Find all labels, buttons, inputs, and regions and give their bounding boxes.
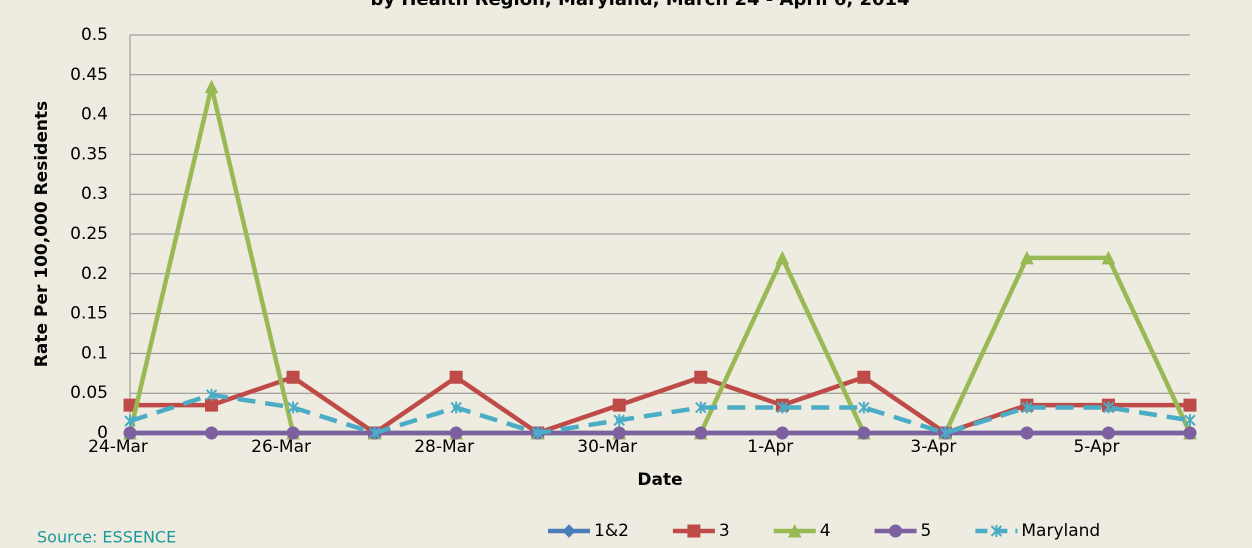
- data-point: [857, 370, 871, 384]
- data-point: [449, 370, 463, 384]
- data-point: [1020, 426, 1034, 440]
- x-tick-label: 3-Apr: [910, 437, 956, 457]
- y-tick-label: 0.05: [70, 383, 108, 403]
- source-note: Source: ESSENCE: [37, 528, 176, 547]
- legend-marker: [687, 524, 701, 538]
- y-tick-label: 0.3: [81, 184, 108, 204]
- x-tick-label: 26-Mar: [251, 437, 311, 457]
- data-point: [1101, 426, 1115, 440]
- legend-marker: [990, 525, 1003, 537]
- y-tick-label: 0.25: [70, 224, 108, 244]
- data-point: [124, 415, 136, 428]
- data-point: [123, 426, 137, 440]
- y-tick-label: 0.2: [81, 264, 108, 284]
- legend-marker: [787, 523, 802, 538]
- data-point: [205, 388, 218, 401]
- data-point: [858, 401, 870, 414]
- data-point: [287, 401, 299, 414]
- x-tick-label: 5-Apr: [1073, 437, 1119, 457]
- data-point: [1021, 401, 1033, 414]
- data-point: [613, 414, 625, 427]
- data-point: [776, 401, 789, 414]
- data-point: [205, 398, 219, 412]
- data-point: [857, 426, 871, 440]
- data-point: [368, 427, 381, 439]
- data-point: [694, 370, 708, 384]
- legend-marker: [889, 524, 903, 538]
- legend-label: Maryland: [1021, 521, 1100, 541]
- data-point: [204, 79, 219, 94]
- y-tick-label: 0.4: [81, 105, 108, 125]
- data-point: [775, 250, 790, 265]
- y-tick-label: 0.35: [70, 144, 108, 164]
- x-axis-label: Date: [637, 470, 682, 490]
- legend-label: 4: [820, 521, 831, 541]
- legend-label: 5: [921, 521, 932, 541]
- data-point: [531, 427, 544, 439]
- x-tick-label: 1-Apr: [747, 437, 793, 457]
- data-point: [612, 426, 626, 440]
- y-tick-label: 0.1: [81, 343, 108, 363]
- data-point: [612, 398, 626, 412]
- x-tick-label: 30-Mar: [577, 437, 637, 457]
- series-line: [129, 392, 1191, 436]
- data-point: [1020, 250, 1034, 265]
- data-point: [1183, 398, 1197, 412]
- data-point: [939, 427, 952, 439]
- legend-marker: [562, 524, 576, 538]
- legend-label: 1&2: [594, 521, 629, 541]
- data-point: [286, 426, 300, 440]
- data-point: [450, 401, 462, 414]
- x-tick-label: 28-Mar: [414, 437, 474, 457]
- data-point: [694, 426, 708, 440]
- data-point: [775, 426, 789, 440]
- data-point: [1101, 250, 1116, 265]
- chart-title: by Health Region, Maryland, March 24 - A…: [370, 0, 909, 10]
- data-point: [205, 426, 219, 440]
- data-point: [1102, 401, 1115, 414]
- y-axis-label: Rate Per 100,000 Residents: [32, 101, 52, 367]
- y-tick-label: 0.45: [70, 65, 108, 85]
- y-tick-label: 0.5: [81, 25, 108, 45]
- data-point: [1183, 426, 1197, 440]
- data-point: [695, 401, 707, 414]
- data-point: [1184, 414, 1196, 427]
- y-tick-label: 0.15: [70, 304, 108, 324]
- y-tick-label: 0: [97, 423, 108, 443]
- x-tick-label: 24-Mar: [88, 437, 148, 457]
- data-point: [286, 370, 300, 384]
- legend-label: 3: [719, 521, 730, 541]
- data-point: [449, 426, 463, 440]
